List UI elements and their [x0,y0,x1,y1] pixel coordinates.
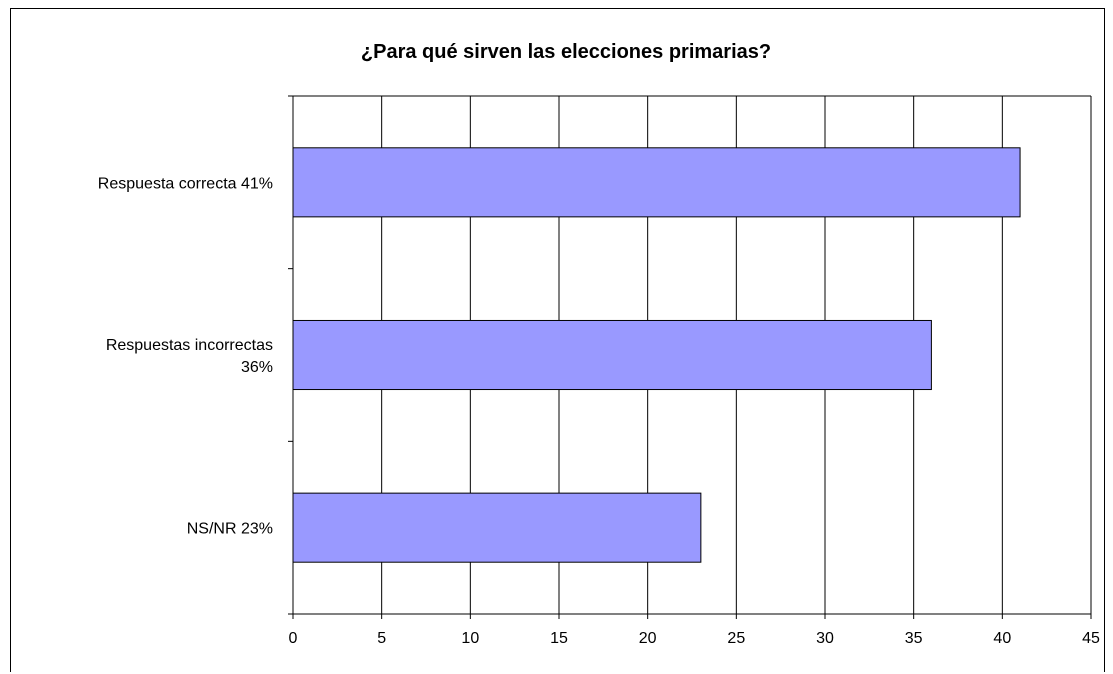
x-tick-label: 30 [816,630,834,647]
x-tick-label: 45 [1082,630,1100,647]
axes [288,95,1092,619]
x-tick-label: 40 [993,630,1011,647]
category-label: 36% [241,359,273,376]
x-tick-label: 5 [377,630,386,647]
x-tick-label: 25 [727,630,745,647]
x-tick-label: 0 [289,630,298,647]
chart-title: ¿Para qué sirven las elecciones primaria… [361,41,771,63]
bar [292,319,932,391]
x-tick-label: 10 [461,630,479,647]
category-label: Respuestas incorrectas [106,337,273,354]
category-label: Respuesta correcta 41% [98,175,273,192]
x-tick-label: 35 [905,630,923,647]
x-tick-label: 20 [639,630,657,647]
category-label: NS/NR 23% [187,521,273,538]
labels: 0 5 10 15 20 25 30 35 40 45 Respuesta correcta 41%… [98,175,1100,647]
bar [292,147,1021,218]
x-tick-label: 15 [550,630,568,647]
bar [292,492,702,563]
bars [292,147,1021,563]
